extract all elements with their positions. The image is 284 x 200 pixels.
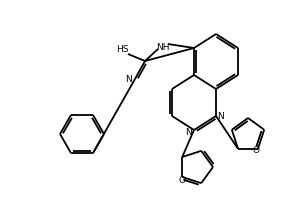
Text: O: O (179, 176, 186, 185)
Text: NH: NH (156, 42, 170, 51)
Text: N: N (217, 112, 224, 121)
Text: O: O (252, 146, 260, 154)
Text: HS: HS (116, 45, 128, 54)
Text: N: N (186, 128, 192, 137)
Text: N: N (126, 75, 132, 84)
